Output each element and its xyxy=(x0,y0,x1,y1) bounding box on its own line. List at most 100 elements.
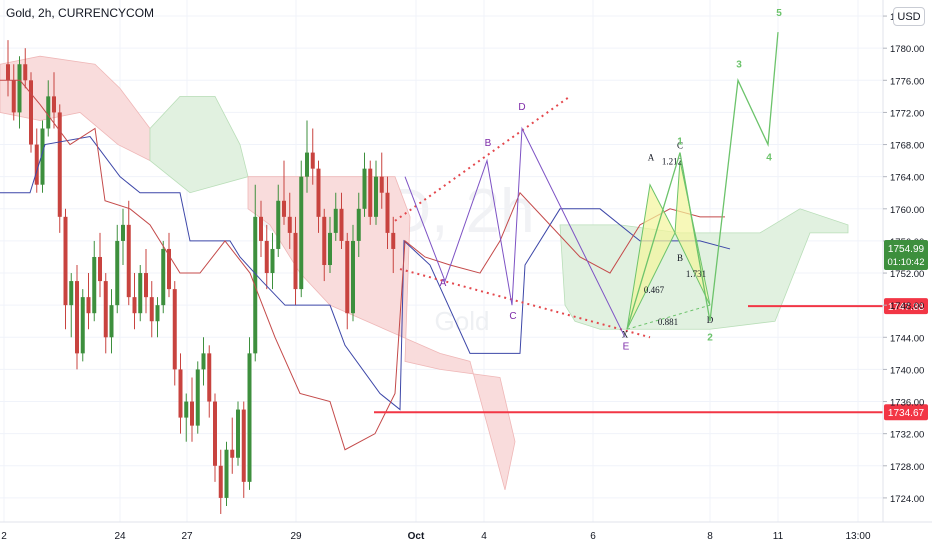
candle-body[interactable] xyxy=(98,256,102,282)
candle-body[interactable] xyxy=(138,273,143,314)
candle-body[interactable] xyxy=(345,240,350,314)
price-tick-label: 1776.00 xyxy=(890,76,924,87)
wedge-label-D: D xyxy=(518,102,525,113)
candle-body[interactable] xyxy=(385,192,390,233)
watermark-name: Gold xyxy=(435,306,490,336)
candle-body[interactable] xyxy=(287,216,292,233)
candle-body[interactable] xyxy=(57,112,62,217)
candle-body[interactable] xyxy=(299,176,304,290)
candle-body[interactable] xyxy=(11,80,16,113)
time-tick-label: 4 xyxy=(481,531,487,542)
harmonic-ratio: 0.467 xyxy=(644,285,665,295)
candle-body[interactable] xyxy=(253,216,258,354)
candle-body[interactable] xyxy=(356,208,361,241)
candle-body[interactable] xyxy=(17,64,22,113)
candle-body[interactable] xyxy=(351,240,355,314)
candle-body[interactable] xyxy=(230,449,235,458)
price-tick-label: 1744.00 xyxy=(890,333,924,344)
candle-body[interactable] xyxy=(80,297,85,354)
elliott-wave: 1 2 3 4 5 xyxy=(626,8,782,344)
price-tick-label: 1772.00 xyxy=(890,108,924,119)
candle-body[interactable] xyxy=(282,200,286,217)
candle-body[interactable] xyxy=(103,281,108,338)
candle-body[interactable] xyxy=(29,80,33,145)
current-price-tag xyxy=(884,240,928,271)
candle-body[interactable] xyxy=(63,216,68,306)
candle-body[interactable] xyxy=(305,152,309,177)
wave-label-3: 3 xyxy=(736,59,742,70)
candle-body[interactable] xyxy=(328,232,332,266)
bar-countdown: 01:10:42 xyxy=(888,257,925,268)
candle-body[interactable] xyxy=(144,273,148,298)
candle-body[interactable] xyxy=(236,409,240,458)
candle-body[interactable] xyxy=(40,128,45,185)
candle-body[interactable] xyxy=(34,144,39,185)
candle-body[interactable] xyxy=(374,176,378,217)
wave-label-1: 1 xyxy=(677,137,683,148)
price-tick-label: 1736.00 xyxy=(890,398,924,409)
candle-body[interactable] xyxy=(310,152,315,169)
candle-body[interactable] xyxy=(247,353,252,482)
candle-body[interactable] xyxy=(161,248,166,306)
candle-body[interactable] xyxy=(149,297,154,322)
candle-body[interactable] xyxy=(270,248,275,274)
candle-body[interactable] xyxy=(167,248,171,290)
candle-body[interactable] xyxy=(86,297,91,314)
harmonic-ratio: 1.731 xyxy=(686,269,706,279)
candle-body[interactable] xyxy=(75,281,79,354)
candle-body[interactable] xyxy=(195,369,200,426)
candle-body[interactable] xyxy=(333,208,338,233)
candle-body[interactable] xyxy=(92,256,97,314)
candle-body[interactable] xyxy=(368,168,373,217)
candle-body[interactable] xyxy=(23,64,28,81)
price-tick-label: 1768.00 xyxy=(890,141,924,152)
candle-body[interactable] xyxy=(69,281,74,306)
price-tick-label: 1732.00 xyxy=(890,430,924,441)
currency-button[interactable]: USD xyxy=(893,7,925,26)
candle-body[interactable] xyxy=(316,168,321,217)
candle-body[interactable] xyxy=(276,200,281,249)
candle-body[interactable] xyxy=(115,240,120,306)
candle-body[interactable] xyxy=(126,224,131,298)
candle-body[interactable] xyxy=(218,465,223,498)
candle-body[interactable] xyxy=(339,208,344,241)
wedge-lower xyxy=(399,268,651,339)
candle-body[interactable] xyxy=(46,96,51,129)
candle-body[interactable] xyxy=(201,353,206,370)
candle-body[interactable] xyxy=(190,401,194,426)
candle-body[interactable] xyxy=(391,232,396,249)
candle-body[interactable] xyxy=(264,240,269,274)
candle-body[interactable] xyxy=(6,64,10,81)
candle-body[interactable] xyxy=(379,176,384,193)
candle-body[interactable] xyxy=(207,353,212,402)
candle-body[interactable] xyxy=(241,409,246,482)
wedge-pattern: A B C D E xyxy=(394,95,651,352)
current-price-label: 1754.99 xyxy=(888,244,925,255)
price-tick-label: 1728.00 xyxy=(890,462,924,473)
candle-body[interactable] xyxy=(52,96,56,113)
time-axis: 2 24 27 29 Oct 4 6 8 11 13:00 xyxy=(0,521,932,542)
price-tick-label: 1764.00 xyxy=(890,173,924,184)
time-tick-label: 11 xyxy=(773,531,784,542)
tenkan-line xyxy=(0,79,725,451)
candle-body[interactable] xyxy=(224,449,229,498)
price-axis: 1724.00 1728.00 1732.00 1736.00 1740.00 1744.… xyxy=(882,0,928,522)
candle-body[interactable] xyxy=(184,401,189,418)
candle-body[interactable] xyxy=(109,305,114,338)
candle-body[interactable] xyxy=(172,289,177,370)
candle-body[interactable] xyxy=(322,216,327,266)
candle-body[interactable] xyxy=(362,168,367,209)
time-tick-label: 8 xyxy=(707,531,713,542)
time-tick-label: 2 xyxy=(1,531,7,542)
candle-body[interactable] xyxy=(155,305,160,322)
time-tick-label: 29 xyxy=(290,531,302,542)
candle-body[interactable] xyxy=(213,401,217,466)
candle-body[interactable] xyxy=(293,232,298,290)
candle-body[interactable] xyxy=(259,216,263,241)
candle-body[interactable] xyxy=(178,369,183,418)
candle-body[interactable] xyxy=(121,224,125,241)
candle-body[interactable] xyxy=(132,297,137,314)
price-tick-label: 1780.00 xyxy=(890,44,924,55)
